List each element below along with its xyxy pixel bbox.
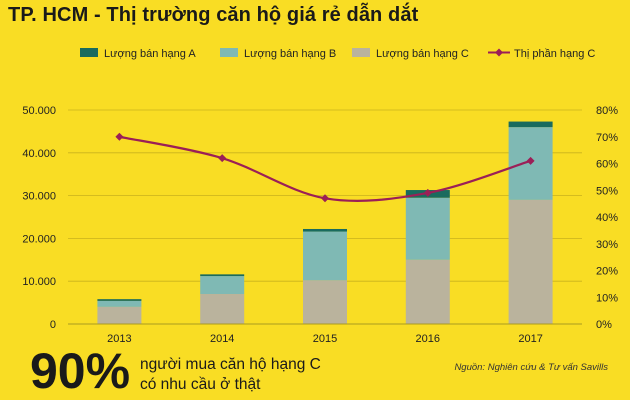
stat-description: người mua căn hộ hạng C có nhu cầu ở thậ… [140,356,321,393]
y-axis-right: 0% 10% 20% 30% 40% 50% 60% 70% 80% [596,105,618,331]
share-line-point [218,154,227,163]
chart-legend: Lượng bán hạng A Lượng bán hạng B Lượng bá… [80,48,595,60]
legend-label: Lượng bán hạng B [244,48,336,60]
y-tick-label-left: 40.000 [22,148,56,160]
bar-segment [303,231,347,281]
bar-segment [200,276,245,295]
bar-segment [200,274,245,277]
x-axis: 2013 2014 2015 2016 2017 [68,323,582,345]
bar-segment [97,300,142,307]
legend-swatch [80,48,98,57]
source-note: Nguồn: Nghiên cứu & Tư vấn Savills [454,362,608,373]
share-line-point [321,194,329,203]
y-tick-label-left: 0 [50,319,56,331]
share-line-point [526,156,535,165]
share-line-point [115,132,124,141]
bar-segment [405,259,450,324]
legend-label: Thị phần hạng C [514,48,595,60]
bar-segment [508,121,553,128]
legend-swatch [220,48,238,57]
legend-label: Lượng bán hạng C [376,48,469,60]
y-tick-label-right: 50% [596,185,618,197]
bar-segment [303,280,347,324]
x-tick-label: 2014 [210,333,234,345]
y-tick-label-right: 20% [596,266,618,278]
y-tick-label-right: 30% [596,239,618,251]
y-tick-label-left: 10.000 [22,276,56,288]
y-tick-label-left: 20.000 [22,233,56,245]
share-line-point [423,188,432,197]
bar-segment [97,306,142,324]
x-tick-label: 2013 [107,333,131,345]
y-tick-label-left: 50.000 [22,105,56,117]
y-tick-label-right: 60% [596,159,618,171]
bar-segment [200,294,245,324]
bar-segment [508,199,553,324]
share-line [115,132,535,203]
y-axis-left: 0 10.000 20.000 30.000 40.000 50.000 [22,105,56,331]
y-tick-label-right: 80% [596,105,618,117]
stacked-bars [97,121,553,324]
bar-segment [97,299,142,301]
legend-swatch [352,48,370,57]
y-tick-label-right: 40% [596,212,618,224]
share-line-path [119,135,531,202]
y-tick-label-right: 10% [596,292,618,304]
bar-segment [303,228,347,232]
x-tick-label: 2017 [518,333,542,345]
legend-label: Lượng bán hạng A [104,48,196,60]
x-tick-label: 2016 [416,333,440,345]
y-tick-label-left: 30.000 [22,191,56,203]
bar-segment [405,197,450,260]
y-tick-label-right: 70% [596,132,618,144]
y-tick-label-right: 0% [596,319,612,331]
big-stat-value: 90% [30,343,131,399]
x-tick-label: 2015 [313,333,337,345]
chart-title: TP. HCM - Thị trường căn hộ giá rẻ dẫn d… [8,4,419,26]
legend-swatch-marker [495,48,503,57]
